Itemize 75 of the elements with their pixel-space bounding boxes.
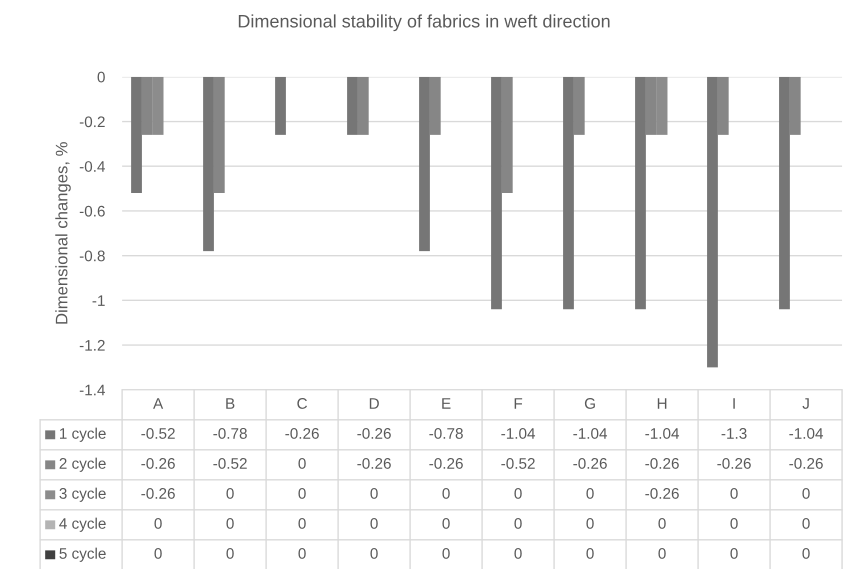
x-tick-label: D (370, 398, 379, 409)
data-label: -0.26 (645, 488, 679, 499)
legend-label: 4 cycle (59, 518, 106, 532)
data-label: 0 (586, 518, 594, 529)
x-tick-label: B (226, 398, 234, 409)
data-label: 0 (298, 518, 306, 529)
y-tick-label: -0.4 (80, 161, 105, 172)
data-label: 0 (514, 518, 522, 529)
data-label: -1.04 (501, 428, 536, 439)
data-label: 0 (370, 518, 378, 529)
y-tick-label: 0 (98, 72, 105, 82)
x-tick-label: I (733, 398, 735, 409)
data-label: 0 (298, 548, 306, 559)
data-label: 0 (802, 518, 810, 529)
x-tick-label: F (514, 398, 522, 409)
data-label: -0.52 (141, 428, 175, 439)
data-label: -1.04 (645, 428, 680, 439)
x-tick-label: H (658, 398, 666, 409)
data-label: 0 (586, 548, 594, 559)
data-label: -0.26 (357, 458, 391, 469)
x-tick-label: C (297, 398, 308, 409)
y-tick-label: -0.6 (80, 206, 105, 217)
data-label: -0.78 (429, 428, 463, 439)
data-label: 0 (730, 488, 738, 499)
data-label: -0.26 (789, 458, 823, 469)
x-tick-label: J (802, 398, 809, 409)
data-label: -0.26 (645, 458, 679, 469)
data-label: -0.52 (213, 458, 247, 469)
data-label: -0.26 (717, 458, 751, 469)
y-tick-label: -1.2 (80, 340, 105, 351)
data-label: -0.26 (429, 458, 463, 469)
data-label: 0 (370, 548, 378, 559)
data-label: -1.3 (722, 428, 747, 439)
data-label: -0.52 (501, 458, 535, 469)
data-label: 0 (226, 518, 234, 529)
data-label: 0 (586, 488, 594, 499)
data-label: 0 (442, 548, 450, 559)
y-tick-label: -1 (92, 295, 105, 306)
x-tick-label: E (442, 398, 451, 409)
data-label: -1.04 (789, 428, 824, 439)
y-axis-title: Dimensional changes, % (55, 142, 71, 324)
data-label: 0 (658, 518, 666, 529)
data-label: 0 (802, 548, 810, 559)
legend-label: 1 cycle (60, 428, 106, 442)
data-label: 0 (154, 548, 162, 559)
data-label: 0 (154, 518, 162, 529)
data-label: -0.26 (357, 428, 391, 439)
data-label: -0.78 (213, 428, 247, 439)
data-label: -1.04 (573, 428, 608, 439)
data-label: -0.26 (141, 458, 175, 469)
x-tick-label: G (584, 398, 595, 409)
chart-title: Dimensional stability of fabrics in weft direction (238, 14, 610, 32)
data-label: 0 (730, 548, 738, 559)
data-label: -0.26 (285, 428, 319, 439)
data-label: 0 (514, 488, 522, 499)
data-label: 0 (802, 488, 810, 499)
legend-label: 5 cycle (59, 548, 106, 562)
data-label: 0 (442, 518, 450, 529)
data-label: 0 (514, 548, 522, 559)
data-label: 0 (730, 518, 738, 529)
x-tick-label: A (153, 398, 164, 409)
data-label: -0.26 (573, 458, 607, 469)
y-tick-label: -0.8 (80, 250, 105, 262)
data-label: 0 (226, 488, 234, 499)
data-label: 0 (658, 548, 666, 559)
data-label: 0 (226, 548, 234, 559)
data-label: 0 (370, 488, 378, 499)
data-label: 0 (298, 458, 306, 469)
y-tick-label: -0.2 (80, 116, 105, 128)
data-label: 0 (298, 488, 306, 499)
legend-label: 2 cycle (60, 458, 106, 472)
data-label: -0.26 (141, 488, 175, 499)
legend-label: 3 cycle (59, 488, 106, 502)
data-label: 0 (442, 488, 450, 499)
y-tick-label: -1.4 (80, 384, 105, 396)
